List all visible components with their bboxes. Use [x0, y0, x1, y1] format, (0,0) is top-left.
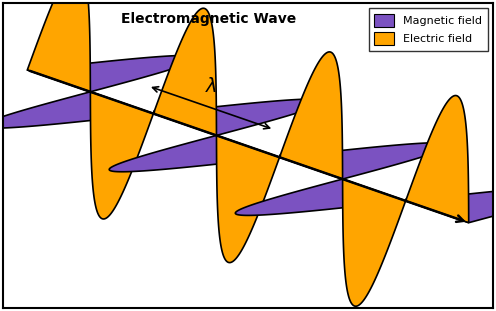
Polygon shape	[27, 55, 197, 92]
Polygon shape	[280, 52, 343, 180]
Polygon shape	[406, 95, 469, 223]
Polygon shape	[0, 92, 158, 128]
Polygon shape	[280, 143, 450, 179]
Polygon shape	[235, 179, 409, 216]
Polygon shape	[343, 179, 407, 306]
Polygon shape	[406, 186, 496, 223]
Text: $\lambda$: $\lambda$	[205, 77, 217, 95]
Polygon shape	[216, 136, 281, 262]
Polygon shape	[154, 99, 324, 136]
Polygon shape	[27, 0, 91, 94]
Polygon shape	[154, 8, 217, 137]
Text: Electromagnetic Wave: Electromagnetic Wave	[121, 12, 297, 26]
Polygon shape	[109, 136, 284, 172]
Polygon shape	[90, 92, 155, 219]
Legend: Magnetic field, Electric field: Magnetic field, Electric field	[369, 8, 488, 51]
